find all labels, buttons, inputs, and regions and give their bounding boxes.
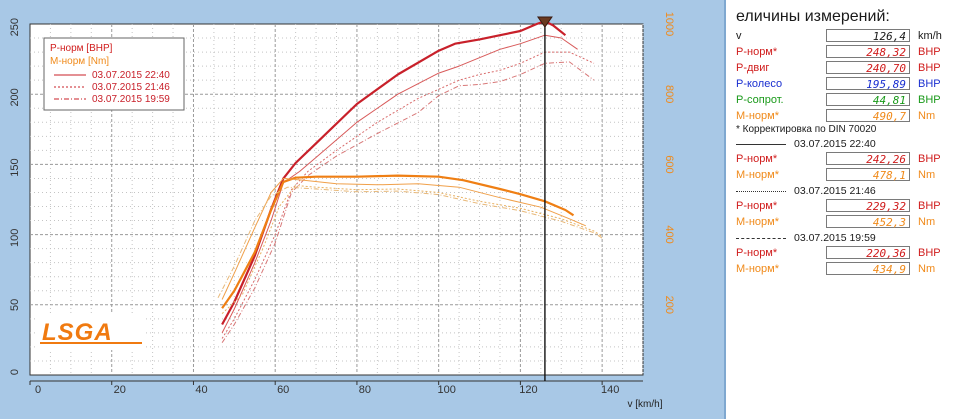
readout-label: P-норм* (736, 200, 778, 212)
y-left-tick-label: 150 (9, 158, 21, 176)
legend (43, 37, 185, 111)
readout-unit: km/h (918, 30, 942, 42)
x-tick-label: 120 (519, 384, 537, 396)
logo-text: LSGA (42, 319, 113, 346)
readout-row-4: P-сопрот. 44,81 BHP (734, 93, 960, 108)
readout-label: M-норм* (736, 169, 779, 181)
run-torque-row: M-норм* 434,9 Nm (734, 262, 960, 277)
readout-value: 452,3 (826, 215, 910, 229)
run-line-style (736, 191, 786, 192)
dyno-chart-panel: 0 20 40 60 80 100 120 140 0 50 100 150 200 250 200 400 6… (9, 11, 675, 410)
legend-entry: 03.07.2015 21:46 (92, 82, 170, 93)
run-power-row: P-норм* 229,32 BHP (734, 199, 960, 214)
y-right-tick-label: 400 (663, 225, 675, 243)
readout-value: 195,89 (826, 77, 910, 91)
readout-unit: BHP (918, 200, 941, 212)
y-right-tick-label: 600 (663, 155, 675, 173)
readout-label: P-сопрот. (736, 94, 784, 106)
readout-value: 242,26 (826, 152, 910, 166)
x-axis-label: v [km/h] (627, 399, 662, 410)
readout-row-0: v 126,4 km/h (734, 29, 960, 44)
readout-label: P-норм* (736, 46, 778, 58)
readout-title: еличины измерений: (736, 8, 890, 25)
readout-label: P-двиг (736, 62, 770, 74)
x-tick-label: 0 (35, 384, 41, 396)
legend-title-power: P-норм [BHP] (50, 43, 113, 54)
series-torque-run-1 (221, 177, 586, 300)
readout-value: 220,36 (826, 246, 910, 260)
readout-unit: BHP (918, 153, 941, 165)
y-right-tick-label: 200 (663, 296, 675, 314)
readout-value: 434,9 (826, 262, 910, 276)
series-torque-run-0 (221, 174, 575, 309)
series-power-run-3 (221, 61, 595, 343)
readout-label: M-норм* (736, 216, 779, 228)
x-tick-label: 20 (114, 384, 126, 396)
y-right-tick-label: 800 (663, 85, 675, 103)
readout-value: 229,32 (826, 199, 910, 213)
legend-entry: 03.07.2015 22:40 (92, 70, 170, 81)
run-torque-row: M-норм* 452,3 Nm (734, 215, 960, 230)
series-torque-run-2 (221, 185, 603, 314)
legend-box (43, 37, 185, 111)
readout-label: M-норм* (736, 263, 779, 275)
readout-label: P-норм* (736, 247, 778, 259)
readout-unit: BHP (918, 46, 941, 58)
run-line-style (736, 238, 786, 239)
lsga-logo (36, 314, 146, 350)
run-power-row: P-норм* 220,36 BHP (734, 246, 960, 261)
run-date: 03.07.2015 19:59 (794, 232, 876, 244)
readout-value: 490,7 (826, 109, 910, 123)
readout-unit: BHP (918, 247, 941, 259)
legend-entry: 03.07.2015 19:59 (92, 94, 170, 105)
readout-row-5: M-норм* 490,7 Nm (734, 109, 960, 124)
run-power-row: P-норм* 242,26 BHP (734, 152, 960, 167)
y-left-tick-label: 100 (9, 229, 21, 247)
run-date: 03.07.2015 21:46 (794, 185, 876, 197)
readout-label: P-колесо (736, 78, 783, 90)
legend-title-torque: M-норм [Nm] (50, 56, 109, 67)
series-torque-run-3 (217, 186, 603, 299)
readout-unit: BHP (918, 62, 941, 74)
x-tick-label: 40 (195, 384, 207, 396)
readout-value: 44,81 (826, 93, 910, 107)
readout-unit: Nm (918, 263, 936, 275)
readout-label: v (736, 30, 742, 42)
measurement-readout-panel: еличины измерений: v 126,4 km/h P-норм* 248,… (724, 0, 960, 419)
x-tick-label: 60 (277, 384, 289, 396)
y-left-tick-label: 250 (9, 18, 21, 36)
din-correction-note: * Корректировка по DIN 70020 (736, 124, 877, 135)
y-left-tick-label: 50 (9, 299, 21, 311)
readout-value: 126,4 (826, 29, 910, 43)
series-power-run-2 (221, 51, 595, 339)
readout-unit: BHP (918, 78, 941, 90)
readout-row-3: P-колесо 195,89 BHP (734, 77, 960, 92)
y-right-tick-label: 1000 (663, 12, 675, 36)
readout-value: 240,70 (826, 61, 910, 75)
readout-unit: Nm (918, 110, 936, 122)
readout-label: P-норм* (736, 153, 778, 165)
readout-row-1: P-норм* 248,32 BHP (734, 45, 960, 60)
x-tick-label: 80 (359, 384, 371, 396)
series-power-run-1 (221, 34, 578, 334)
dyno-chart: 0 20 40 60 80 100 120 140 0 50 100 150 200 250 200 400 6… (9, 12, 675, 410)
run-torque-row: M-норм* 478,1 Nm (734, 168, 960, 183)
readout-unit: BHP (918, 94, 941, 106)
y-left-tick-label: 200 (9, 88, 21, 106)
x-tick-label: 100 (437, 384, 455, 396)
run-line-style (736, 144, 786, 145)
x-tick-label: 140 (601, 384, 619, 396)
run-date: 03.07.2015 22:40 (794, 138, 876, 150)
readout-row-2: P-двиг 240,70 BHP (734, 61, 960, 76)
readout-unit: Nm (918, 216, 936, 228)
readout-value: 248,32 (826, 45, 910, 59)
y-left-tick-label: 0 (9, 369, 21, 375)
readout-label: M-норм* (736, 110, 779, 122)
readout-unit: Nm (918, 169, 936, 181)
cursor-marker-icon (536, 16, 553, 28)
readout-value: 478,1 (826, 168, 910, 182)
